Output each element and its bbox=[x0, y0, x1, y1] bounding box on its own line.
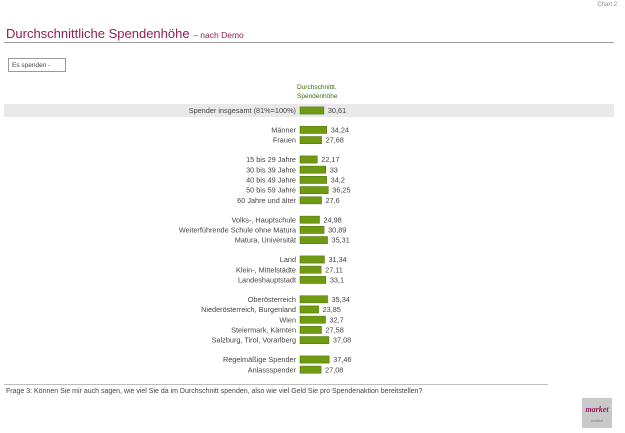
category-label: Salzburg, Tirol, Vorarlberg bbox=[212, 336, 296, 345]
bar bbox=[299, 326, 322, 334]
filter-box: Es spenden - bbox=[8, 58, 66, 72]
bar bbox=[299, 336, 330, 344]
category-label: Anlassspender bbox=[248, 365, 297, 374]
value-label: 32,7 bbox=[330, 315, 344, 324]
value-label: 30,61 bbox=[328, 106, 346, 115]
market-logo: market institut bbox=[582, 398, 612, 428]
category-label: 60 Jahre und älter bbox=[237, 196, 296, 205]
value-label: 33,1 bbox=[330, 276, 344, 285]
value-label: 36,25 bbox=[332, 186, 350, 195]
bar bbox=[299, 136, 322, 144]
value-label: 27,58 bbox=[326, 326, 344, 335]
column-header-line-1: Durchschnittl. bbox=[297, 84, 337, 91]
category-label: Volks-, Hauptschule bbox=[232, 215, 297, 224]
page-title: Durchschnittliche Spendenhöhe – nach Dem… bbox=[6, 26, 244, 41]
column-header: Durchschnittl. Spendenhöhe bbox=[297, 84, 338, 101]
category-label: Wien bbox=[279, 315, 296, 324]
value-label: 35,31 bbox=[332, 236, 350, 245]
bar bbox=[299, 355, 330, 364]
bar bbox=[299, 106, 325, 115]
category-label: Matura, Universität bbox=[235, 236, 296, 245]
category-label: Männer bbox=[271, 126, 296, 135]
bar bbox=[299, 236, 328, 244]
value-label: 22,17 bbox=[321, 155, 339, 164]
bar bbox=[299, 226, 325, 234]
bar bbox=[299, 276, 327, 284]
bar bbox=[299, 176, 327, 184]
category-label: Spender insgesamt (81%=100%) bbox=[189, 106, 296, 115]
footer-divider bbox=[4, 384, 548, 385]
title-subtitle: – nach Demo bbox=[193, 30, 244, 40]
bar bbox=[299, 315, 326, 324]
bar bbox=[299, 365, 322, 374]
bar bbox=[299, 255, 325, 264]
category-label: Frauen bbox=[273, 136, 296, 145]
category-label: 40 bis 49 Jahre bbox=[246, 176, 296, 185]
value-label: 27,11 bbox=[325, 265, 343, 274]
bar bbox=[299, 215, 320, 224]
logo-subtext: institut bbox=[591, 418, 603, 423]
value-label: 37,46 bbox=[333, 355, 351, 364]
category-label: Landeshauptstadt bbox=[238, 276, 296, 285]
value-label: 27,68 bbox=[326, 136, 344, 145]
category-label: Oberösterreich bbox=[248, 295, 296, 304]
value-label: 34,2 bbox=[331, 176, 345, 185]
category-label: Steiermark, Kärnten bbox=[231, 326, 296, 335]
value-label: 23,85 bbox=[323, 305, 341, 314]
category-label: Weiterführende Schule ohne Matura bbox=[179, 226, 297, 235]
value-label: 27,6 bbox=[326, 196, 340, 205]
question-text: Frage 3: Können Sie mir auch sagen, wie … bbox=[6, 388, 423, 395]
category-label: Klein-, Mittelstädte bbox=[236, 265, 296, 274]
bar bbox=[299, 295, 328, 304]
column-header-line-2: Spendenhöhe bbox=[297, 92, 338, 100]
category-label: Land bbox=[280, 255, 296, 264]
title-divider bbox=[4, 42, 614, 43]
bar bbox=[299, 155, 318, 164]
bar bbox=[299, 165, 326, 174]
value-label: 31,34 bbox=[328, 255, 346, 264]
category-label: 15 bis 29 Jahre bbox=[246, 155, 296, 164]
bar bbox=[299, 186, 329, 194]
chart-number: Chart 2 bbox=[597, 2, 617, 8]
bar bbox=[299, 126, 327, 134]
bar bbox=[299, 265, 322, 274]
category-label: Regelmäßige Spender bbox=[223, 355, 297, 364]
value-label: 37,08 bbox=[333, 336, 351, 345]
value-label: 30,89 bbox=[328, 226, 346, 235]
logo-text: market bbox=[585, 405, 609, 414]
category-label: 30 bis 39 Jahre bbox=[246, 165, 296, 174]
value-label: 34,24 bbox=[331, 126, 349, 135]
value-label: 27,08 bbox=[325, 365, 343, 374]
title-text: Durchschnittliche Spendenhöhe bbox=[6, 26, 190, 41]
category-label: Niederösterreich, Burgenland bbox=[201, 305, 296, 314]
value-label: 24,98 bbox=[323, 215, 341, 224]
value-label: 35,34 bbox=[332, 295, 350, 304]
bar bbox=[299, 305, 319, 314]
value-label: 33 bbox=[330, 165, 338, 174]
category-label: 50 bis 59 Jahre bbox=[246, 186, 296, 195]
bar bbox=[299, 196, 322, 205]
